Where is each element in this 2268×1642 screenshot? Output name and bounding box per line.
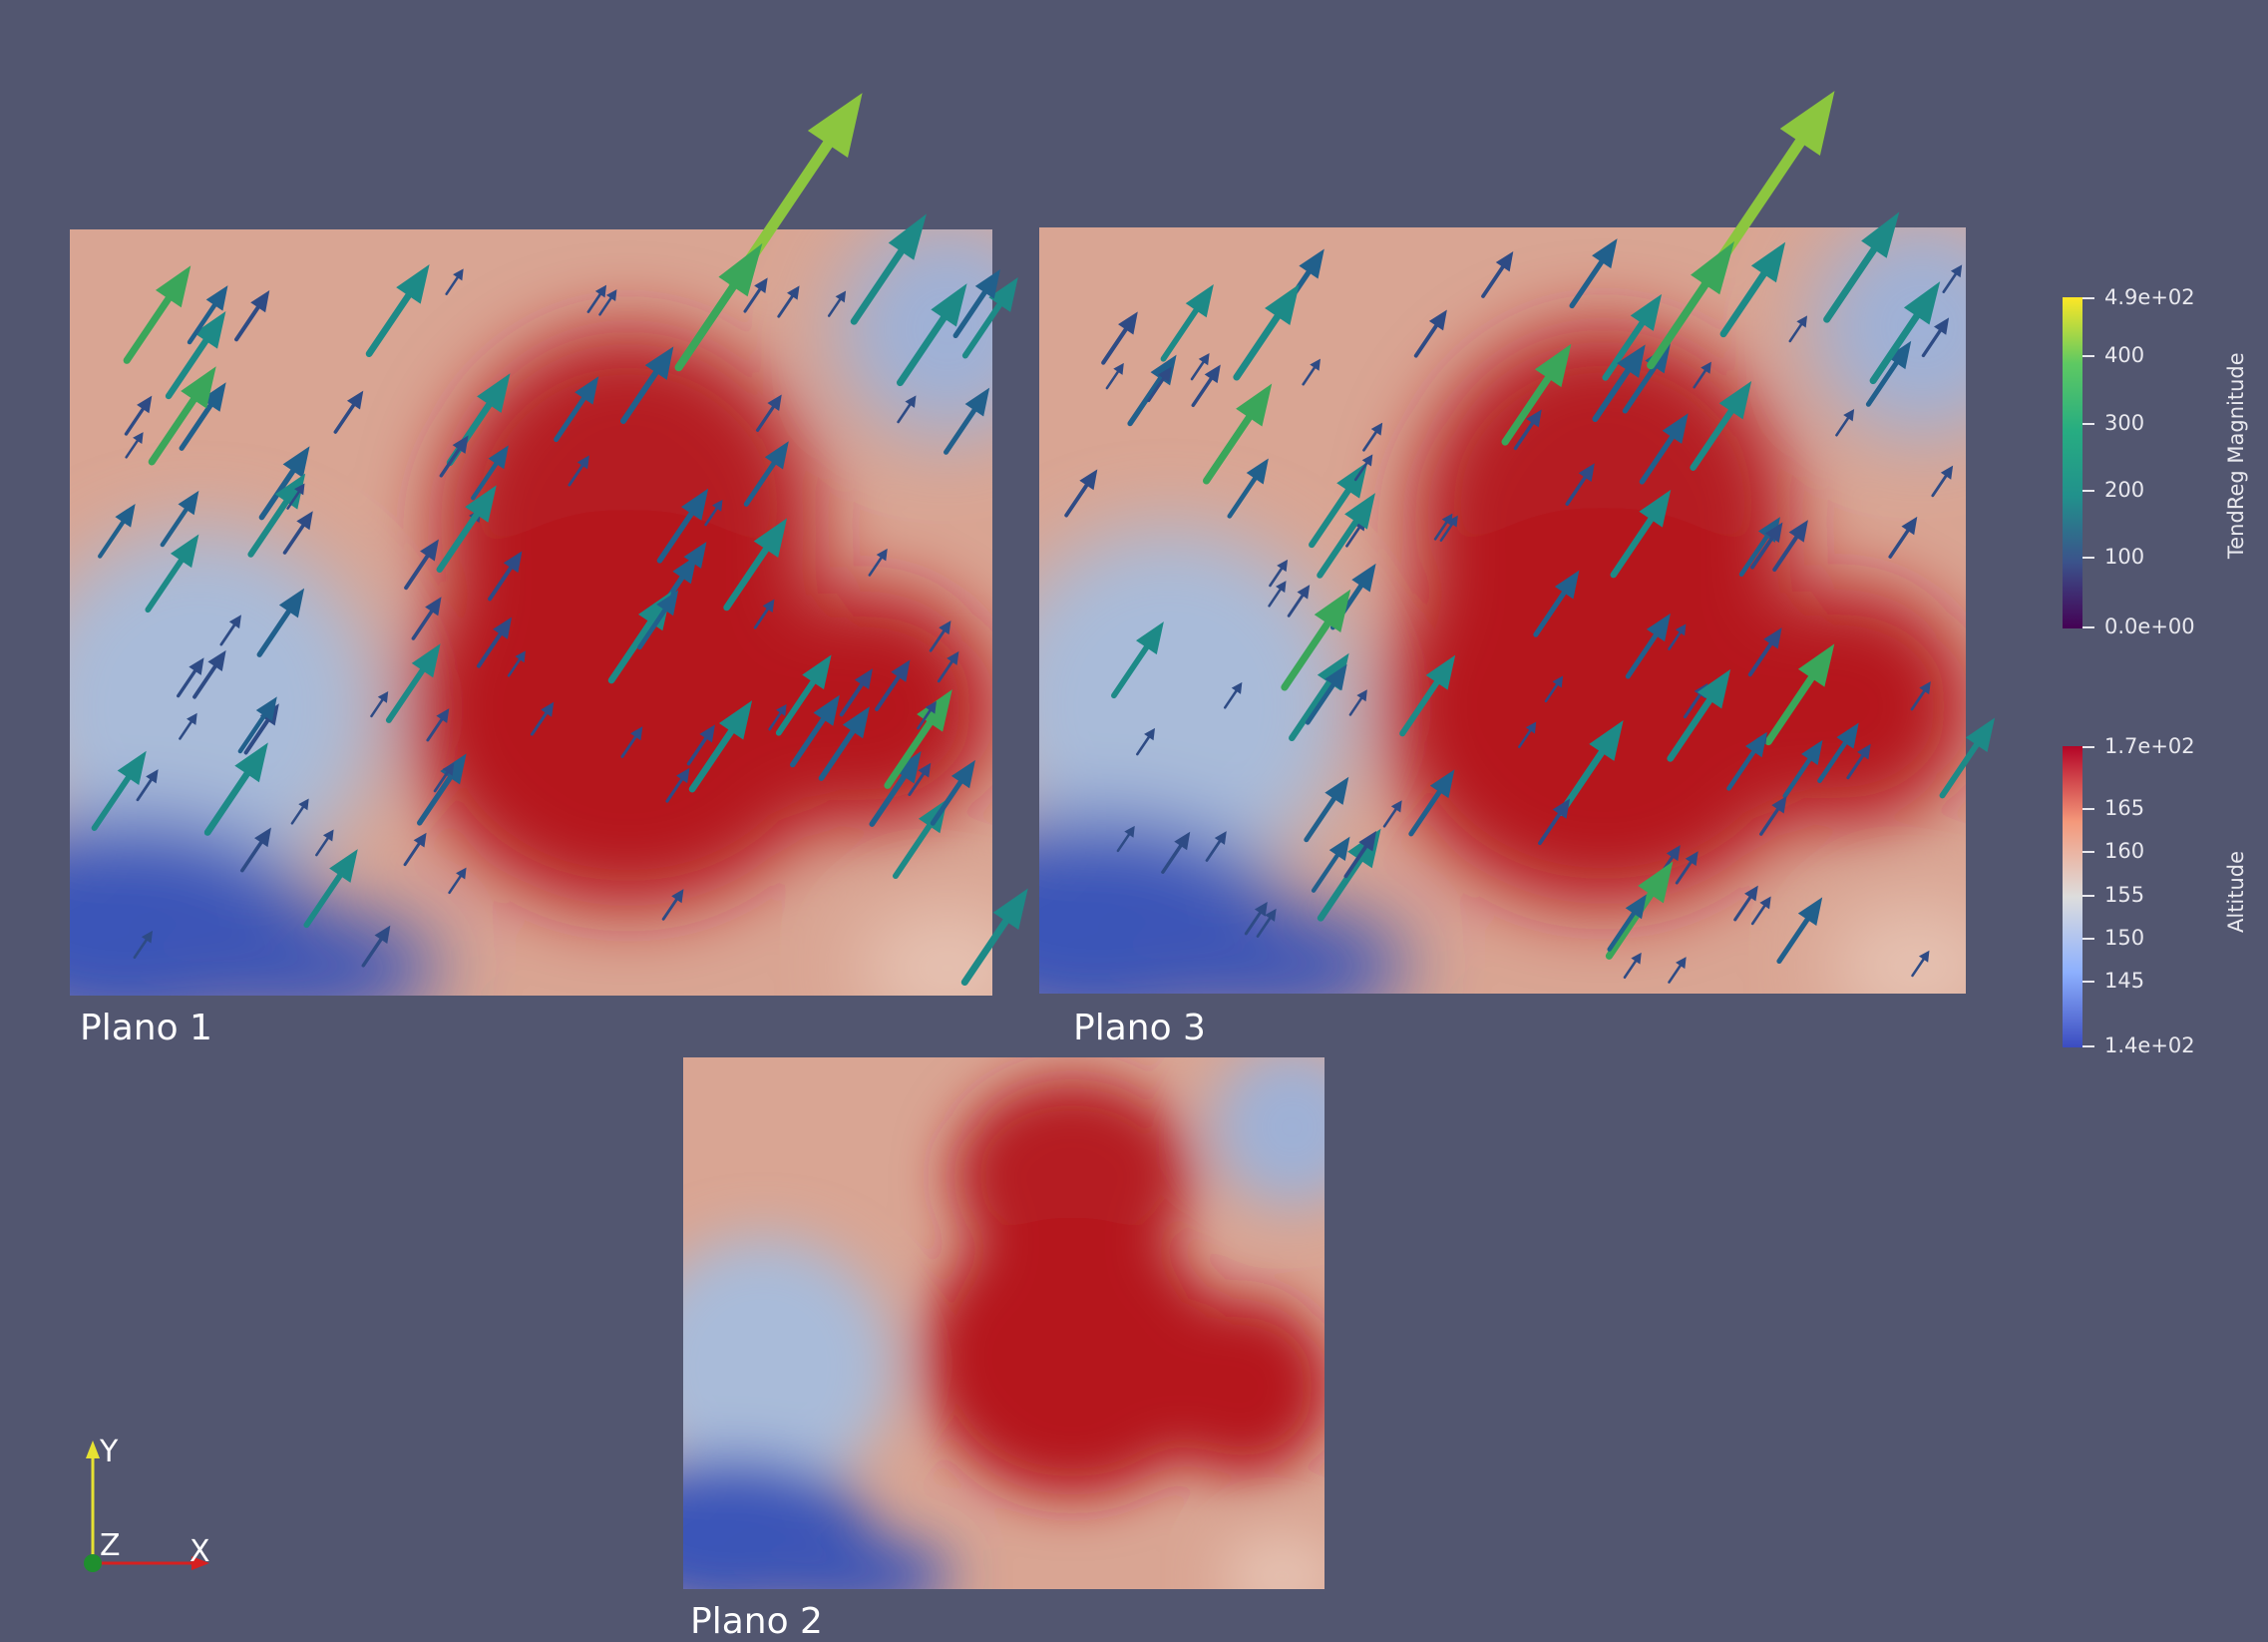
legend-tick: 300: [2104, 411, 2145, 435]
legend-tick: 400: [2104, 343, 2145, 367]
legend-tick: 145: [2104, 969, 2145, 993]
legend-title-magnitude: TendReg Magnitude: [2224, 352, 2248, 559]
altitude-field-plano-2: [683, 1057, 1324, 1589]
axes-triad: [84, 1440, 209, 1572]
legend-tick: 100: [2104, 545, 2145, 569]
colorbar-cool-warm: [2063, 746, 2082, 1047]
legend-tick: 165: [2104, 796, 2145, 820]
plane-label-1: Plano 1: [80, 1008, 212, 1048]
legend-altitude: 1.7e+02 165 160 155 150 145 1.4e+02 Alti…: [2055, 734, 2254, 1057]
axis-label-y: Y: [100, 1435, 119, 1469]
altitude-field-plano-3: [1039, 227, 1966, 994]
plane-label-2: Plano 2: [690, 1601, 823, 1642]
colorbar-viridis: [2063, 297, 2082, 628]
plot-plano-1[interactable]: [70, 229, 992, 996]
axis-label-x: X: [189, 1534, 210, 1569]
legend-tick: 200: [2104, 478, 2145, 502]
legend-tick: 4.9e+02: [2104, 285, 2195, 309]
axis-label-z: Z: [100, 1528, 121, 1563]
legend-tick: 1.7e+02: [2104, 734, 2195, 758]
legend-tick: 150: [2104, 926, 2145, 950]
orientation-axes[interactable]: Y Z X: [70, 1435, 229, 1576]
plot-plano-2[interactable]: [683, 1057, 1324, 1589]
altitude-field-plano-1: [70, 229, 992, 996]
legend-tick: 0.0e+00: [2104, 615, 2195, 638]
plot-plano-3[interactable]: [1039, 227, 1966, 994]
legend-title-altitude: Altitude: [2224, 850, 2248, 933]
legend-tick: 160: [2104, 839, 2145, 863]
plane-label-3: Plano 3: [1073, 1008, 1206, 1048]
legend-tendreg-magnitude: 4.9e+02 400 300 200 100 0.0e+00 TendReg …: [2055, 285, 2254, 638]
legend-tick: 1.4e+02: [2104, 1033, 2195, 1057]
legend-tick: 155: [2104, 883, 2145, 907]
